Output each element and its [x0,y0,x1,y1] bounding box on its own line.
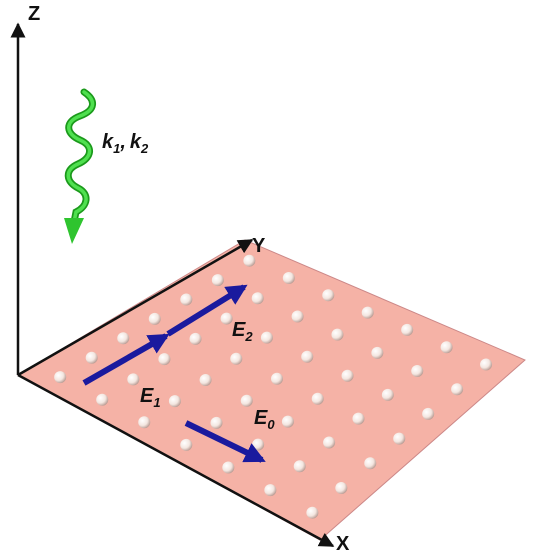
atom [401,323,414,336]
wave-label: k1, k2 [102,131,149,156]
atom [381,388,394,401]
atom [230,352,243,365]
atom [291,310,304,323]
atom [138,416,151,429]
atom [180,438,193,451]
atom [451,383,464,396]
atom [54,371,67,384]
atom [322,289,335,302]
atom [371,346,384,359]
wave-arrowhead [64,218,84,244]
atom [251,292,264,305]
atom [440,341,453,354]
atom [341,369,354,382]
atom [148,312,161,325]
atom [422,407,435,420]
wave-highlight [66,90,95,224]
atom [260,331,273,344]
atom [96,393,109,406]
e0-label: E0 [254,407,275,432]
atom [117,332,130,345]
atom [281,415,294,428]
atom [352,412,365,425]
atom [335,481,348,494]
atom [240,394,253,407]
atom [361,306,374,319]
atom [168,395,181,408]
e1-arrow [82,333,170,386]
atom [393,432,406,445]
atom [85,351,98,364]
atom [222,461,235,474]
e2-label: E2 [232,319,253,344]
e2-arrow [166,284,248,337]
atom [306,506,319,519]
atom [323,436,336,449]
atom [180,293,193,306]
e0-arrow [184,420,266,463]
atom [189,332,202,345]
y-label: Y [252,235,266,257]
y-axis [17,238,254,377]
z-label: Z [28,3,40,25]
atom [364,457,377,470]
atom [480,358,493,371]
x-label: X [336,533,350,554]
atom [331,328,344,341]
atom [301,350,314,363]
atom [211,274,224,287]
x-axis [17,373,335,548]
atom [199,373,212,386]
atom [311,392,324,405]
atom [282,271,295,284]
atom [243,254,256,267]
atom [411,365,424,378]
atom [264,484,277,497]
atom [252,438,265,451]
atom [127,373,140,386]
e1-label: E1 [140,385,161,410]
lattice [54,254,493,519]
atom [210,416,223,429]
atom [158,353,171,366]
atom [271,372,283,385]
atom [220,312,233,325]
atom [293,460,306,473]
